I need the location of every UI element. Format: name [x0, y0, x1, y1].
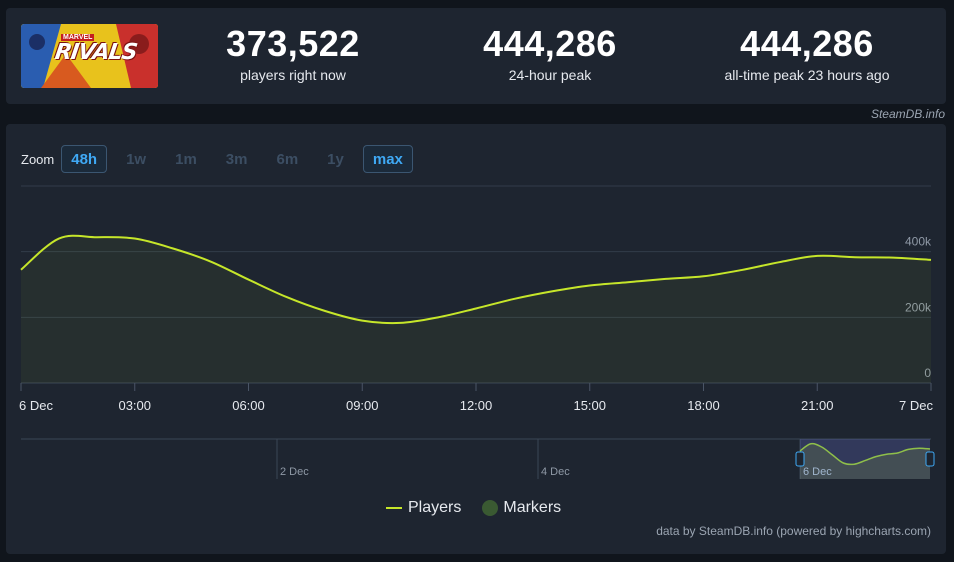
- stat-current-players: 373,522 players right now: [193, 23, 393, 84]
- banner-brand: MARVEL: [61, 34, 95, 41]
- stat-label: 24-hour peak: [508, 67, 592, 83]
- chart-credit[interactable]: data by SteamDB.info (powered by highcha…: [656, 524, 931, 538]
- navigator-selection: [800, 439, 930, 479]
- legend-players-swatch: [386, 507, 402, 509]
- legend-markers-label[interactable]: Markers: [503, 499, 562, 516]
- game-banner-art: [21, 24, 158, 88]
- stat-all-time-peak: 444,286 all-time peak 23 hours ago: [697, 23, 917, 84]
- navigator-handle[interactable]: [925, 451, 935, 467]
- zoom-3m-button[interactable]: 3m: [216, 145, 258, 173]
- y-tick-label: 400k: [905, 235, 932, 249]
- stat-value: 444,286: [483, 23, 617, 64]
- zoom-6m-button[interactable]: 6m: [266, 145, 308, 173]
- zoom-1w-button[interactable]: 1w: [116, 145, 156, 173]
- zoom-1y-button[interactable]: 1y: [317, 145, 354, 173]
- stat-value: 373,522: [226, 23, 360, 64]
- stat-label: players right now: [240, 67, 346, 83]
- zoom-1m-button[interactable]: 1m: [165, 145, 207, 173]
- x-tick-label: 7 Dec: [899, 398, 933, 413]
- x-tick-label: 18:00: [687, 398, 720, 413]
- x-tick-label: 06:00: [232, 398, 265, 413]
- zoom-48h-button[interactable]: 48h: [61, 145, 108, 173]
- x-tick-label: 21:00: [801, 398, 834, 413]
- legend-markers-swatch: [482, 500, 499, 516]
- chart-panel: [6, 124, 946, 554]
- zoom-bar: Zoom 48h 1w 1m 3m 6m 1y max: [21, 144, 422, 174]
- navigator-label: 2 Dec: [280, 466, 309, 478]
- x-tick-label: 15:00: [573, 398, 606, 413]
- zoom-max-button[interactable]: max: [362, 145, 413, 173]
- x-tick-label: 09:00: [346, 398, 379, 413]
- x-tick-label: 12:00: [460, 398, 493, 413]
- stat-value: 444,286: [740, 23, 874, 64]
- zoom-label: Zoom: [21, 151, 55, 167]
- stats-panel: MARVEL RIVALS 373,522 players right now …: [6, 8, 946, 104]
- navigator-line: [799, 442, 931, 466]
- stat-24h-peak: 444,286 24-hour peak: [450, 23, 650, 84]
- y-tick-label: 0: [924, 366, 931, 380]
- navigator-label: 4 Dec: [541, 466, 570, 478]
- navigator-label: 6 Dec: [803, 466, 832, 478]
- y-tick-label: 200k: [905, 300, 932, 314]
- game-banner[interactable]: MARVEL RIVALS: [21, 24, 158, 88]
- steamdb-credit[interactable]: SteamDB.info: [870, 107, 945, 121]
- x-tick-label: 6 Dec: [19, 398, 53, 413]
- legend-players-label[interactable]: Players: [408, 499, 462, 516]
- chart-legend: Players Markers: [386, 499, 561, 517]
- stat-label: all-time peak 23 hours ago: [724, 67, 890, 83]
- navigator-handle[interactable]: [795, 451, 805, 467]
- x-tick-label: 03:00: [118, 398, 151, 413]
